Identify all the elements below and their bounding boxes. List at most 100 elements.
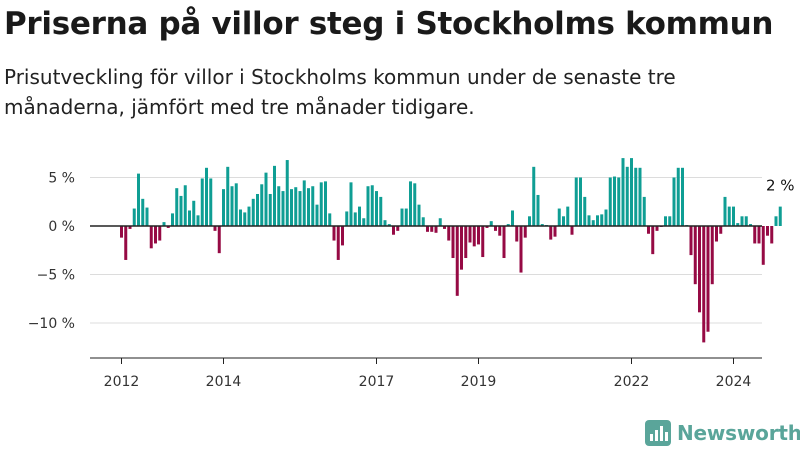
last-value-label: 2 % — [766, 177, 795, 195]
bar — [536, 194, 540, 226]
bar — [362, 218, 366, 226]
bar — [383, 220, 387, 226]
bar — [158, 226, 162, 241]
bar — [494, 226, 497, 231]
bar — [290, 189, 293, 226]
bar — [596, 215, 599, 226]
bar — [264, 172, 268, 226]
bar — [145, 207, 149, 226]
bar — [137, 173, 140, 226]
bar — [642, 196, 646, 226]
bar — [693, 226, 697, 285]
bar — [200, 178, 204, 226]
bar — [349, 182, 353, 226]
bar — [332, 226, 336, 241]
bar — [149, 226, 153, 249]
bar — [664, 216, 667, 226]
bar — [400, 208, 404, 226]
bar — [213, 226, 217, 231]
bar — [621, 158, 625, 226]
bar — [604, 209, 608, 226]
bar — [774, 216, 778, 226]
x-tick-label: 2017 — [359, 374, 395, 390]
bar — [387, 224, 391, 226]
bar — [209, 178, 213, 226]
bar — [630, 158, 633, 226]
bar — [591, 220, 595, 226]
bar — [506, 224, 510, 226]
bar — [438, 218, 442, 226]
bar — [196, 215, 200, 226]
x-tick-label: 2019 — [461, 374, 497, 390]
bar — [681, 167, 684, 226]
bar — [285, 160, 289, 226]
bar — [413, 183, 417, 226]
bar — [311, 186, 315, 226]
bar — [485, 226, 489, 228]
bar — [608, 177, 612, 226]
bar — [175, 188, 179, 226]
bar — [120, 226, 123, 238]
x-tick-label: 2012 — [104, 374, 140, 390]
bar — [515, 226, 519, 242]
bar — [124, 226, 128, 260]
bar — [617, 177, 621, 226]
bar — [358, 206, 361, 226]
bar — [511, 210, 514, 226]
bar — [192, 200, 196, 226]
bar — [370, 185, 374, 226]
bar — [587, 215, 591, 226]
bar — [166, 226, 170, 228]
bar — [226, 166, 230, 226]
bar — [404, 208, 408, 226]
bar — [523, 226, 527, 238]
bar — [188, 210, 191, 226]
bar — [247, 206, 251, 226]
bar — [183, 185, 187, 226]
x-axis: 2012 2014 2017 2019 2022 2024 — [104, 358, 751, 390]
bar — [421, 217, 425, 226]
bar — [464, 226, 468, 259]
bar — [672, 177, 676, 226]
bar — [528, 216, 531, 226]
newsworthy-logo: Newsworthy — [645, 420, 800, 446]
bar — [294, 187, 298, 226]
bar — [205, 167, 208, 226]
bar — [481, 226, 485, 258]
bar — [366, 186, 370, 226]
bar — [498, 226, 502, 236]
bar — [315, 204, 319, 226]
y-axis: 5 % 0 % −5 % −10 % — [28, 171, 75, 333]
bar — [766, 226, 769, 236]
bar — [171, 213, 174, 226]
bar — [757, 226, 761, 244]
bar — [710, 226, 714, 285]
bar — [396, 226, 400, 231]
bar — [319, 182, 323, 226]
bar — [647, 226, 650, 234]
bar — [761, 226, 765, 265]
bar — [574, 177, 578, 226]
bar — [154, 226, 157, 244]
bar-chart-icon — [645, 420, 671, 446]
bar — [447, 226, 451, 241]
bar — [443, 226, 446, 229]
bar — [583, 196, 587, 226]
bar — [132, 208, 136, 226]
bar — [477, 226, 480, 245]
bar — [455, 226, 459, 296]
bar — [230, 186, 234, 226]
bar — [706, 226, 710, 332]
bar — [655, 226, 659, 231]
bar — [600, 214, 604, 226]
bar — [651, 226, 655, 255]
bar — [723, 196, 727, 226]
bar — [217, 226, 221, 254]
bar — [579, 177, 582, 226]
bar — [239, 209, 242, 226]
bar — [532, 166, 536, 226]
y-tick-label: 5 % — [48, 171, 75, 187]
bar — [434, 226, 438, 233]
bar — [353, 212, 357, 226]
bar — [770, 226, 774, 244]
